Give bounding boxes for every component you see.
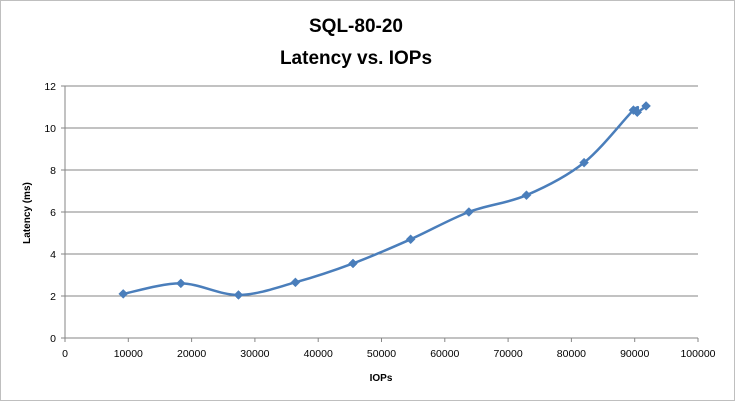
x-tick-label: 0 — [62, 348, 68, 360]
x-tick-label: 100000 — [680, 348, 715, 360]
y-tick-label: 6 — [50, 207, 56, 219]
tick-labels: 0 2 4 6 8 10 12 0 10000 20000 30000 40000 50000 60000… — [44, 81, 715, 360]
series-line — [121, 104, 648, 297]
x-tick-label: 40000 — [304, 348, 333, 360]
x-tick-label: 10000 — [114, 348, 143, 360]
axes — [61, 85, 699, 342]
x-tick-label: 50000 — [367, 348, 396, 360]
series-layer — [118, 101, 651, 300]
x-tick-label: 90000 — [620, 348, 649, 360]
y-tick-label: 8 — [50, 165, 56, 177]
x-axis-title: IOPs — [370, 373, 393, 384]
x-tick-label: 20000 — [177, 348, 206, 360]
data-point-marker — [521, 190, 532, 201]
data-point-marker — [348, 258, 358, 269]
chart-subtitle: Latency vs. IOPs — [280, 48, 432, 69]
chart-title: SQL-80-20 — [309, 16, 403, 37]
x-tick-label: 30000 — [240, 348, 269, 360]
y-tick-label: 12 — [44, 81, 56, 93]
y-tick-label: 4 — [50, 249, 56, 261]
grid-lines — [65, 85, 698, 297]
x-tick-label: 60000 — [430, 348, 459, 360]
data-point-marker — [579, 157, 589, 168]
data-point-marker — [290, 277, 301, 288]
data-point-marker — [175, 278, 186, 289]
y-axis-title: Latency (ms) — [22, 182, 33, 244]
data-point-marker — [464, 207, 474, 217]
x-tick-label: 80000 — [557, 348, 586, 360]
data-point-marker — [641, 101, 651, 111]
y-tick-label: 2 — [50, 291, 56, 303]
y-tick-label: 0 — [50, 333, 56, 345]
data-point-marker — [405, 234, 416, 245]
data-point-marker — [118, 289, 129, 299]
data-point-marker — [632, 107, 643, 118]
data-point-marker — [233, 290, 244, 300]
y-tick-label: 10 — [44, 123, 56, 135]
x-tick-label: 70000 — [493, 348, 522, 360]
